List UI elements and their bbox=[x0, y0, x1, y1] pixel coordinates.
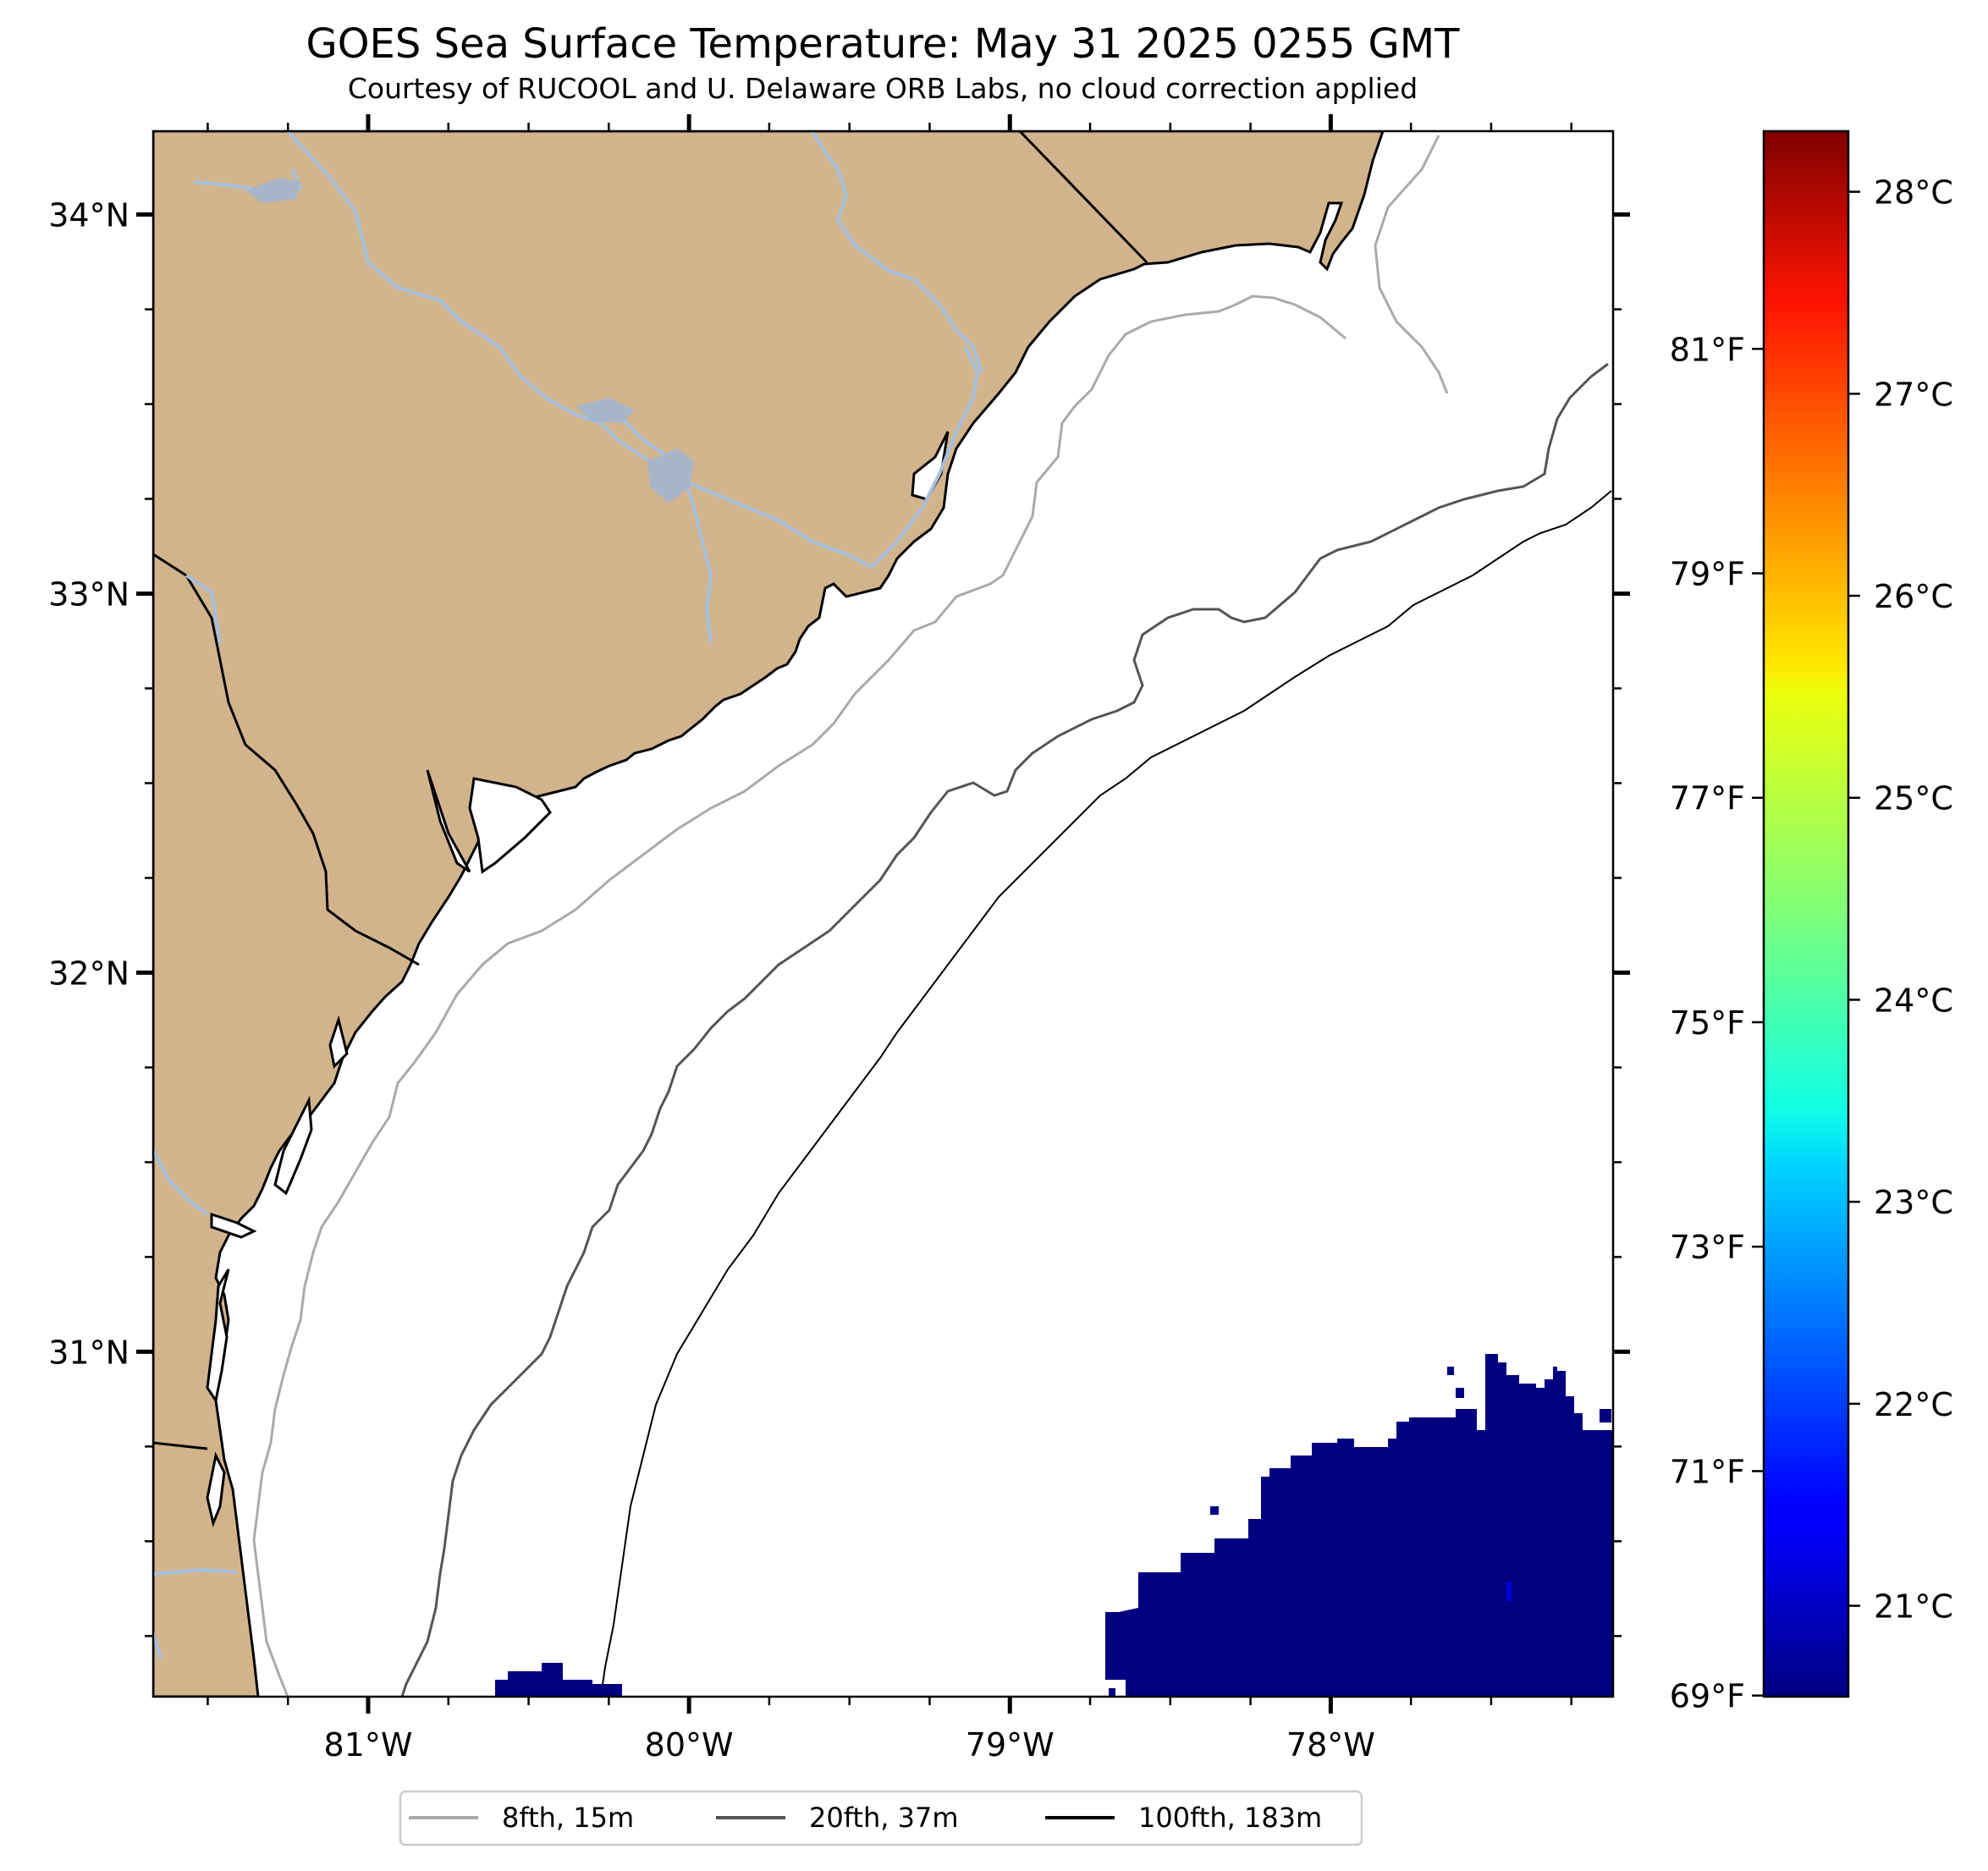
sst-speck bbox=[1600, 1409, 1611, 1423]
celsius-tick-label: 21°C bbox=[1874, 1588, 1953, 1626]
sst-patch-southeast bbox=[1105, 1354, 1613, 1697]
fahrenheit-tick-label: 79°F bbox=[1670, 556, 1745, 593]
sst-patch-south bbox=[495, 1663, 622, 1697]
colorbar-celsius-axis: 21°C 22°C 23°C 24°C 25°C 26°C 27°C 28°C bbox=[1848, 174, 1953, 1626]
lon-tick-label: 78°W bbox=[1286, 1726, 1375, 1764]
state-border-ga-sc bbox=[153, 553, 420, 966]
celsius-tick-label: 27°C bbox=[1874, 376, 1953, 413]
state-border bbox=[1018, 131, 1148, 264]
fahrenheit-tick-label: 73°F bbox=[1670, 1229, 1745, 1266]
land-mass bbox=[153, 131, 1385, 1697]
fahrenheit-tick-label: 75°F bbox=[1670, 1004, 1745, 1042]
celsius-tick-label: 23°C bbox=[1874, 1184, 1953, 1221]
celsius-tick-label: 24°C bbox=[1874, 982, 1953, 1019]
fahrenheit-tick-label: 71°F bbox=[1670, 1453, 1745, 1490]
colorbar-gradient bbox=[1762, 129, 1850, 1698]
colorbar-fahrenheit-axis: 69°F 71°F 73°F 75°F 77°F 79°F 81°F bbox=[1670, 331, 1764, 1715]
sst-speck-blue bbox=[1506, 1582, 1512, 1601]
lakes bbox=[245, 178, 694, 504]
legend-label-8fth: 8fth, 15m bbox=[502, 1802, 634, 1834]
contour-100fth bbox=[600, 490, 1612, 1697]
celsius-tick-label: 26°C bbox=[1874, 578, 1953, 615]
fahrenheit-tick-label: 77°F bbox=[1670, 780, 1745, 817]
sst-pixels bbox=[495, 1354, 1613, 1697]
legend-label-100fth: 100fth, 183m bbox=[1138, 1802, 1322, 1834]
map-axes: 34°N 33°N 32°N 31°N 81°W 80°W 79°W 78°W bbox=[48, 114, 1630, 1764]
state-border-fl-ga bbox=[153, 1441, 208, 1450]
lat-tick-label: 33°N bbox=[48, 575, 129, 613]
fahrenheit-tick-label: 81°F bbox=[1670, 331, 1745, 368]
legend-box bbox=[399, 1790, 1363, 1846]
legend-label-20fth: 20fth, 37m bbox=[809, 1802, 958, 1834]
fahrenheit-tick-label: 69°F bbox=[1670, 1678, 1745, 1715]
lat-tick-label: 34°N bbox=[48, 197, 129, 234]
map-title: GOES Sea Surface Temperature: May 31 202… bbox=[306, 20, 1461, 68]
sst-speck bbox=[1210, 1506, 1219, 1515]
map-subtitle: Courtesy of RUCOOL and U. Delaware ORB L… bbox=[348, 72, 1418, 105]
celsius-tick-label: 25°C bbox=[1874, 780, 1953, 817]
colorbar: 21°C 22°C 23°C 24°C 25°C 26°C 27°C 28°C 69°F 71°… bbox=[1670, 129, 1953, 1715]
contour-20fth bbox=[400, 362, 1609, 1697]
coastal-inlets bbox=[206, 431, 950, 1527]
sst-speck bbox=[1109, 1688, 1115, 1697]
lon-tick-label: 81°W bbox=[324, 1726, 413, 1764]
lon-tick-label: 80°W bbox=[645, 1726, 734, 1764]
map-area bbox=[153, 131, 1613, 1697]
lat-tick-label: 32°N bbox=[48, 955, 129, 992]
celsius-tick-label: 28°C bbox=[1874, 174, 1953, 212]
sst-speck bbox=[1447, 1367, 1454, 1375]
lon-tick-label: 79°W bbox=[966, 1726, 1055, 1764]
contour-8fth bbox=[252, 135, 1449, 1697]
legend: 8fth, 15m 20fth, 37m 100fth, 183m bbox=[399, 1790, 1363, 1846]
lat-tick-label: 31°N bbox=[48, 1334, 129, 1371]
celsius-tick-label: 22°C bbox=[1874, 1386, 1953, 1423]
sst-speck bbox=[1456, 1388, 1464, 1398]
map-frame bbox=[151, 129, 1615, 1698]
